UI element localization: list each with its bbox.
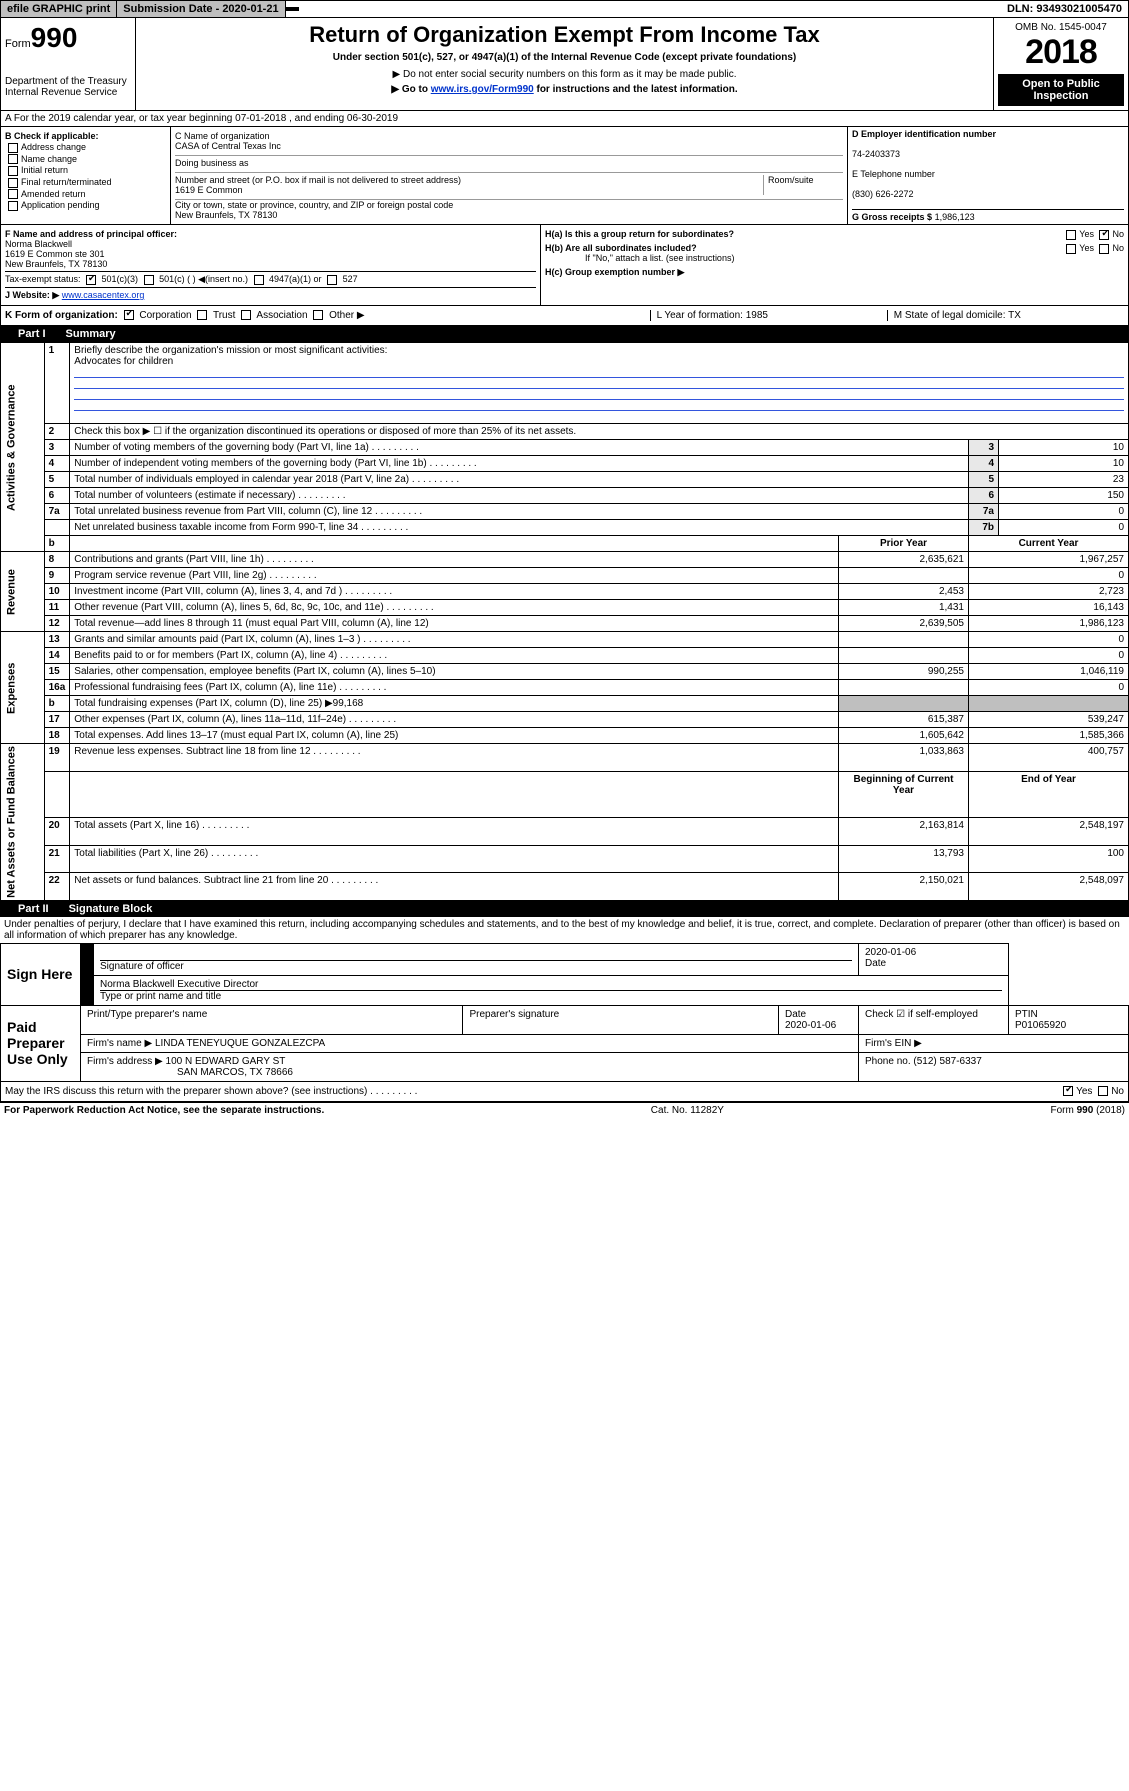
- info-grid: B Check if applicable: Address change Na…: [0, 127, 1129, 225]
- vlabel-expenses: Expenses: [1, 632, 45, 744]
- row-klm: K Form of organization: Corporation Trus…: [0, 306, 1129, 326]
- officer-name: Norma Blackwell: [5, 239, 72, 249]
- firm-phone: (512) 587-6337: [913, 1056, 981, 1067]
- firm-name: LINDA TENEYUQUE GONZALEZCPA: [155, 1038, 325, 1049]
- omb-label: OMB No. 1545-0047: [998, 22, 1124, 33]
- mission-text: Advocates for children: [74, 356, 173, 367]
- row-fh: F Name and address of principal officer:…: [0, 225, 1129, 306]
- note-ssn: ▶ Do not enter social security numbers o…: [156, 69, 973, 80]
- col-d-ein: D Employer identification number 74-2403…: [848, 127, 1128, 224]
- year-formation: L Year of formation: 1985: [650, 310, 887, 321]
- org-city: New Braunfels, TX 78130: [175, 210, 843, 220]
- form-header: Form990 Department of the Treasury Inter…: [0, 18, 1129, 111]
- top-bar: efile GRAPHIC print Submission Date - 20…: [0, 0, 1129, 18]
- org-name: CASA of Central Texas Inc: [175, 141, 843, 151]
- footer: For Paperwork Reduction Act Notice, see …: [0, 1102, 1129, 1118]
- discuss-row: May the IRS discuss this return with the…: [0, 1082, 1129, 1102]
- efile-button[interactable]: efile GRAPHIC print: [1, 1, 117, 17]
- gross-receipts: 1,986,123: [935, 212, 975, 222]
- form990-link[interactable]: www.irs.gov/Form990: [431, 84, 534, 95]
- vlabel-revenue: Revenue: [1, 552, 45, 632]
- irs-label: Internal Revenue Service: [5, 87, 131, 98]
- firm-addr: 100 N EDWARD GARY ST: [166, 1056, 286, 1067]
- officer-printed-name: Norma Blackwell Executive Director: [100, 979, 1002, 991]
- vlabel-governance: Activities & Governance: [1, 343, 45, 552]
- form-number: Form990: [5, 22, 131, 54]
- tax-year: 2018: [998, 33, 1124, 72]
- telephone: (830) 626-2272: [852, 189, 914, 199]
- section-a: A For the 2019 calendar year, or tax yea…: [0, 111, 1129, 127]
- dept-label: Department of the Treasury: [5, 76, 131, 87]
- perjury-text: Under penalties of perjury, I declare th…: [0, 917, 1129, 943]
- col-c-org: C Name of organization CASA of Central T…: [171, 127, 848, 224]
- col-b-checks: B Check if applicable: Address change Na…: [1, 127, 171, 224]
- org-street: 1619 E Common: [175, 185, 763, 195]
- signature-table: Sign Here Signature of officer 2020-01-0…: [0, 943, 1129, 1082]
- website-link[interactable]: www.casacentex.org: [62, 290, 145, 300]
- vlabel-netassets: Net Assets or Fund Balances: [1, 744, 45, 901]
- part1-header: Part ISummary: [0, 326, 1129, 342]
- open-public-badge: Open to Public Inspection: [998, 74, 1124, 106]
- part2-header: Part IISignature Block: [0, 901, 1129, 917]
- note-goto: ▶ Go to www.irs.gov/Form990 for instruct…: [156, 84, 973, 95]
- form-title: Return of Organization Exempt From Incom…: [156, 22, 973, 48]
- form-subtitle: Under section 501(c), 527, or 4947(a)(1)…: [156, 52, 973, 63]
- ein-value: 74-2403373: [852, 149, 900, 159]
- ptin: P01065920: [1015, 1020, 1066, 1031]
- summary-table: Activities & Governance 1 Briefly descri…: [0, 342, 1129, 901]
- submission-date: Submission Date - 2020-01-21: [117, 1, 285, 17]
- dln: DLN: 93493021005470: [1001, 1, 1128, 17]
- state-domicile: M State of legal domicile: TX: [887, 310, 1124, 321]
